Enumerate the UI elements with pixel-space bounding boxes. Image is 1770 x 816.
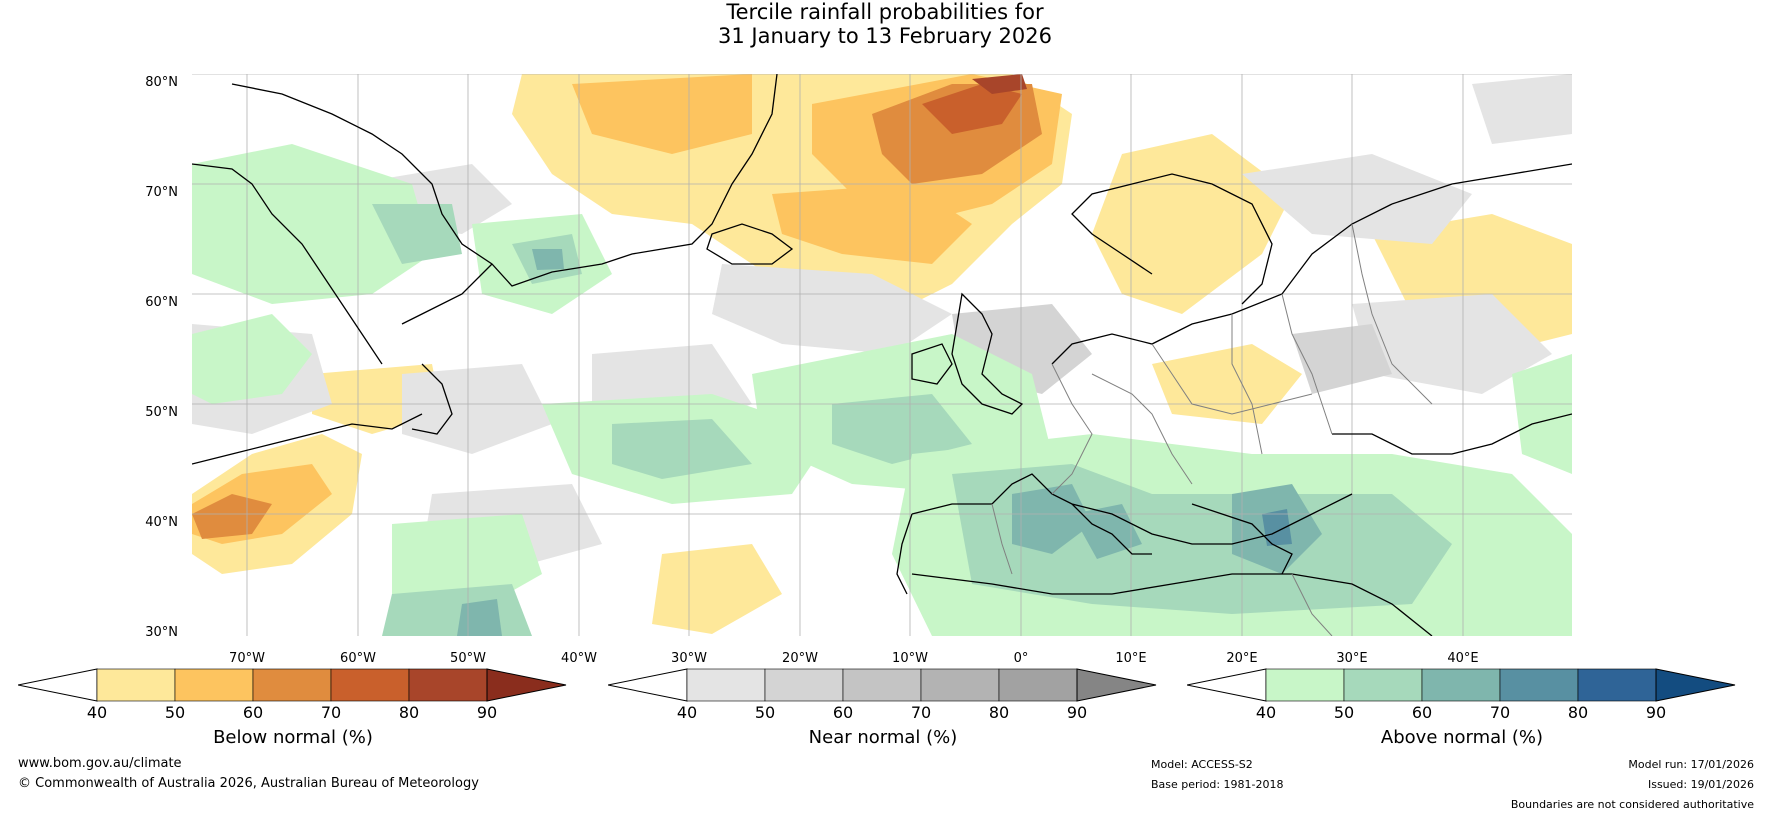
colorbar-segment: [920, 668, 1000, 702]
cbar-above-tick-80: 80: [1567, 703, 1589, 722]
colorbar-segment: [330, 668, 410, 702]
country-borders: [991, 223, 1433, 636]
forecast-map: [192, 74, 1572, 636]
footer-model: Model: ACCESS-S2: [1151, 758, 1253, 771]
colorbar-label-above: Above normal (%): [1380, 727, 1544, 748]
colorbar-above-normal: [1187, 668, 1736, 702]
lat-label-60n: 60°N: [145, 295, 178, 310]
lon-label-50w: 50°W: [450, 651, 486, 666]
cbar-near-tick-80: 80: [988, 703, 1010, 722]
lon-label-10w: 10°W: [892, 651, 928, 666]
map-canvas: [192, 74, 1572, 636]
cbar-near-tick-50: 50: [754, 703, 776, 722]
footer-model-run: Model run: 17/01/2026: [1628, 758, 1754, 771]
colorbar-segment: [686, 668, 766, 702]
cbar-below-tick-40: 40: [86, 703, 108, 722]
lon-label-0: 0°: [1013, 651, 1029, 666]
colorbar-segment: [174, 668, 254, 702]
cbar-below-tick-60: 60: [242, 703, 264, 722]
colorbar-segment: [1421, 668, 1501, 702]
colorbar-extension-high: [486, 668, 567, 702]
title-line-1: Tercile rainfall probabilities for: [726, 0, 1044, 24]
colorbar-extension-low: [1187, 668, 1267, 702]
lon-label-30w: 30°W: [671, 651, 707, 666]
colorbar-segment: [1577, 668, 1657, 702]
cbar-below-tick-80: 80: [398, 703, 420, 722]
lon-label-20e: 20°E: [1226, 651, 1258, 666]
colorbar-segment: [96, 668, 176, 702]
lon-label-40w: 40°W: [561, 651, 597, 666]
colorbar-segment: [1265, 668, 1345, 702]
footer-issued: Issued: 19/01/2026: [1647, 778, 1754, 791]
colorbar-extension-low: [608, 668, 688, 702]
cbar-above-tick-40: 40: [1255, 703, 1277, 722]
lon-label-10e: 10°E: [1115, 651, 1147, 666]
coastlines: [192, 74, 1572, 636]
cbar-below-tick-90: 90: [476, 703, 498, 722]
lon-label-70w: 70°W: [229, 651, 265, 666]
colorbar-segment: [1343, 668, 1423, 702]
colorbar-segment: [252, 668, 332, 702]
colorbar-below-normal: [18, 668, 567, 702]
cbar-near-tick-70: 70: [910, 703, 932, 722]
colorbar-label-below: Below normal (%): [213, 727, 373, 748]
colorbar-extension-high: [1076, 668, 1157, 702]
colorbar-segment: [408, 668, 488, 702]
cbar-above-tick-50: 50: [1333, 703, 1355, 722]
lat-label-40n: 40°N: [145, 515, 178, 530]
colorbar-segment: [842, 668, 922, 702]
colorbar-near-normal: [608, 668, 1157, 702]
footer-boundaries: Boundaries are not considered authoritat…: [1510, 798, 1754, 811]
lon-label-20w: 20°W: [782, 651, 818, 666]
colorbar-label-near: Near normal (%): [808, 727, 958, 748]
cbar-near-tick-40: 40: [676, 703, 698, 722]
graticule: [192, 74, 1572, 636]
cbar-above-tick-90: 90: [1645, 703, 1667, 722]
colorbar-extension-high: [1655, 668, 1736, 702]
cbar-below-tick-50: 50: [164, 703, 186, 722]
cbar-below-tick-70: 70: [320, 703, 342, 722]
colorbar-segment: [1499, 668, 1579, 702]
title-line-2: 31 January to 13 February 2026: [717, 24, 1052, 48]
lon-label-60w: 60°W: [340, 651, 376, 666]
footer-copyright: © Commonwealth of Australia 2026, Austra…: [18, 776, 479, 791]
lon-label-30e: 30°E: [1336, 651, 1368, 666]
colorbar-segment: [764, 668, 844, 702]
cbar-near-tick-90: 90: [1066, 703, 1088, 722]
colorbar-segment: [998, 668, 1078, 702]
colorbar-extension-low: [18, 668, 98, 702]
footer-url: www.bom.gov.au/climate: [18, 756, 182, 771]
lon-label-40e: 40°E: [1447, 651, 1479, 666]
map-title: Tercile rainfall probabilities for 31 Ja…: [0, 0, 1770, 48]
cbar-above-tick-60: 60: [1411, 703, 1433, 722]
lat-label-70n: 70°N: [145, 185, 178, 200]
lat-label-30n: 30°N: [145, 625, 178, 640]
cbar-above-tick-70: 70: [1489, 703, 1511, 722]
footer-base-period: Base period: 1981-2018: [1151, 778, 1284, 791]
lat-label-50n: 50°N: [145, 405, 178, 420]
cbar-near-tick-60: 60: [832, 703, 854, 722]
lat-label-80n: 80°N: [145, 75, 178, 90]
